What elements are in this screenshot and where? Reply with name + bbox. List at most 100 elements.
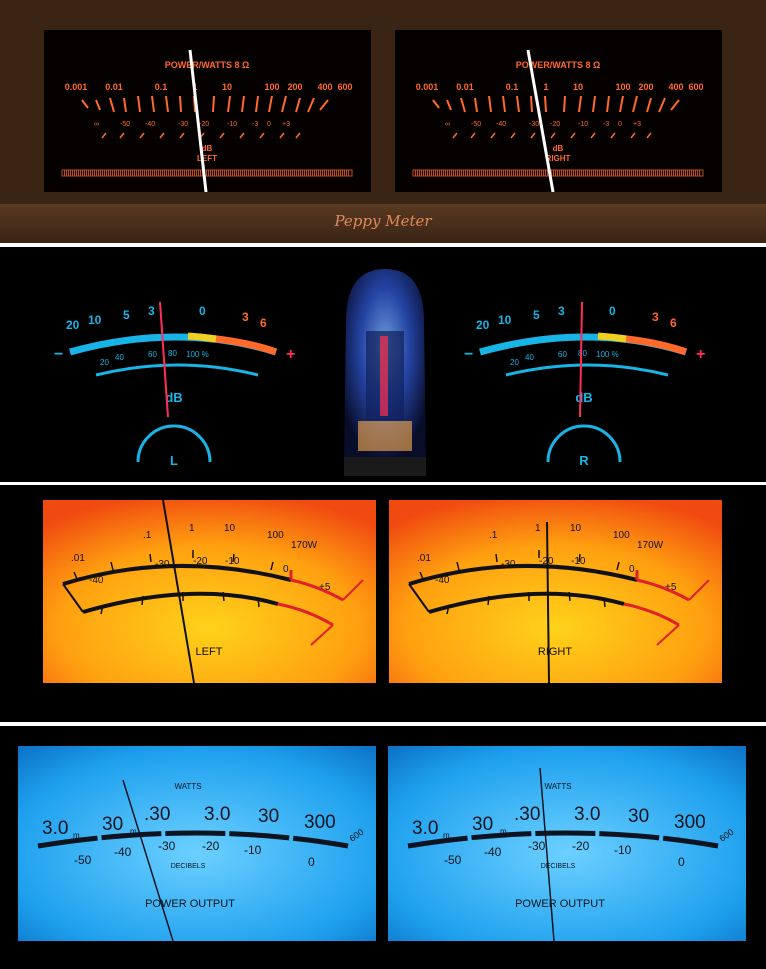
- db-label: -20: [202, 839, 220, 853]
- plus-label: +: [286, 346, 295, 363]
- scale-label: 30: [258, 806, 279, 827]
- scale-label: 200: [287, 82, 302, 92]
- needle: [579, 301, 583, 418]
- scale-label: 100: [264, 82, 279, 92]
- scale-label: 20: [476, 318, 490, 332]
- scale-label: 0.001: [416, 82, 439, 92]
- scale-label: 20: [66, 318, 80, 332]
- scale-label: 10: [570, 523, 582, 534]
- pct-label: 80: [578, 349, 587, 358]
- minus-label: −: [54, 346, 63, 363]
- unit-sub: m: [130, 827, 137, 836]
- scale-label: -20: [193, 556, 208, 567]
- needle: [162, 500, 195, 683]
- channel-label: LEFT: [196, 646, 223, 658]
- db-label: -20: [199, 121, 209, 128]
- db-title: DECIBELS: [541, 863, 576, 870]
- scale-label: 400: [668, 82, 683, 92]
- pct-label: 20: [510, 358, 519, 367]
- scale-label: 30: [472, 814, 493, 835]
- scale-label: 400: [317, 82, 332, 92]
- scale-label: 600: [337, 82, 352, 92]
- scale-label: 0: [629, 564, 635, 575]
- db-label: -40: [145, 121, 155, 128]
- scale-label: -30: [501, 559, 516, 570]
- scale-label: 10: [224, 523, 236, 534]
- scale-label: .30: [144, 804, 170, 825]
- watts-label: WATTS: [174, 782, 201, 791]
- scale-label: 3: [148, 304, 155, 318]
- scale-label: 0.001: [65, 82, 88, 92]
- channel-label: LEFT: [197, 154, 217, 163]
- brand-label: Peppy Meter: [334, 212, 432, 230]
- scale-label: 6: [670, 316, 677, 330]
- scale-label: 3.0: [204, 804, 230, 825]
- meter-right: POWER/WATTS 8 Ω 0.001 0.01 0.1 1 10 100 …: [395, 30, 722, 192]
- needle: [159, 301, 169, 418]
- pct-label: 40: [115, 353, 124, 362]
- scale-label: -30: [155, 559, 170, 570]
- scale-label: 5: [533, 308, 540, 322]
- scale-label: 30: [628, 806, 649, 827]
- scale-label: 0: [283, 564, 289, 575]
- scale-label: 170W: [291, 540, 318, 551]
- meter-left: POWER/WATTS 8 Ω 0.001 0.01 0.1 1 10 100 …: [44, 30, 371, 192]
- db-label: -40: [496, 121, 506, 128]
- scale-label: 3.0: [42, 818, 68, 839]
- needle: [526, 49, 555, 192]
- scale-label: 1: [535, 523, 541, 534]
- scale-label: 5: [123, 308, 130, 322]
- scale-label: 300: [304, 812, 336, 833]
- scale-label: .1: [489, 530, 498, 541]
- scale-label: 0.1: [155, 82, 168, 92]
- needle: [546, 521, 550, 683]
- unit-label: dB: [165, 390, 182, 405]
- db-label: -50: [74, 853, 92, 867]
- db-label: 0: [308, 855, 315, 869]
- scale-label: 0.1: [506, 82, 519, 92]
- vacuum-tube-image: [344, 269, 426, 476]
- unit-label: dB: [553, 144, 564, 153]
- scale-label: 1: [543, 82, 548, 92]
- minus-label: −: [464, 346, 473, 363]
- meter-left: 20 10 5 3 0 3 6 20 40 60 80 100 % − + dB…: [54, 301, 295, 468]
- scale-label: 200: [638, 82, 653, 92]
- db-title: DECIBELS: [171, 863, 206, 870]
- scale-label: 3: [652, 310, 659, 324]
- db-label: -30: [158, 839, 176, 853]
- scale-label: +5: [319, 582, 331, 593]
- scale-label: 3.0: [574, 804, 600, 825]
- meter-title: POWER/WATTS 8 Ω: [165, 60, 250, 70]
- db-label: -30: [529, 121, 539, 128]
- scale-label: 3.0: [412, 818, 438, 839]
- unit-sub: m: [73, 831, 80, 840]
- scale-label: -10: [225, 556, 240, 567]
- scale-label: 10: [88, 313, 102, 327]
- plus-label: +: [696, 346, 705, 363]
- db-label: 0: [618, 121, 622, 128]
- theme-panel-blue: WATTS 3.0 30 .30 3.0 30 300 m m 600 -50 …: [0, 726, 766, 969]
- db-label: 0: [267, 121, 271, 128]
- watts-label: WATTS: [544, 782, 571, 791]
- db-label: -40: [114, 845, 132, 859]
- unit-sub: m: [500, 827, 507, 836]
- channel-label: R: [579, 453, 589, 468]
- db-label: -50: [444, 853, 462, 867]
- scale-label: .1: [143, 530, 152, 541]
- scale-label: 30: [102, 814, 123, 835]
- meter-right: .01 .1 1 10 100 170W -30 -20 -10 0 -40 +…: [389, 500, 722, 683]
- unit-sub: m: [443, 831, 450, 840]
- scale-label: 10: [573, 82, 583, 92]
- scale-label: .01: [71, 553, 85, 564]
- scale-label: 3: [242, 310, 249, 324]
- meter-left: .01 .1 1 10 100 170W -30 -20 -10 0 -40 +…: [43, 500, 376, 683]
- unit-label: dB: [575, 390, 592, 405]
- channel-label: RIGHT: [546, 154, 571, 163]
- scale-label: 10: [222, 82, 232, 92]
- db-label: ∞: [94, 121, 99, 128]
- meter-right: WATTS 3.0 30 .30 3.0 30 300 m m 600 -50 …: [388, 746, 746, 941]
- theme-panel-tube: 20 10 5 3 0 3 6 20 40 60 80 100 % − + dB…: [0, 247, 766, 482]
- meter-title: POWER/WATTS 8 Ω: [516, 60, 601, 70]
- scale-label: 300: [674, 812, 706, 833]
- scale-label: -10: [571, 556, 586, 567]
